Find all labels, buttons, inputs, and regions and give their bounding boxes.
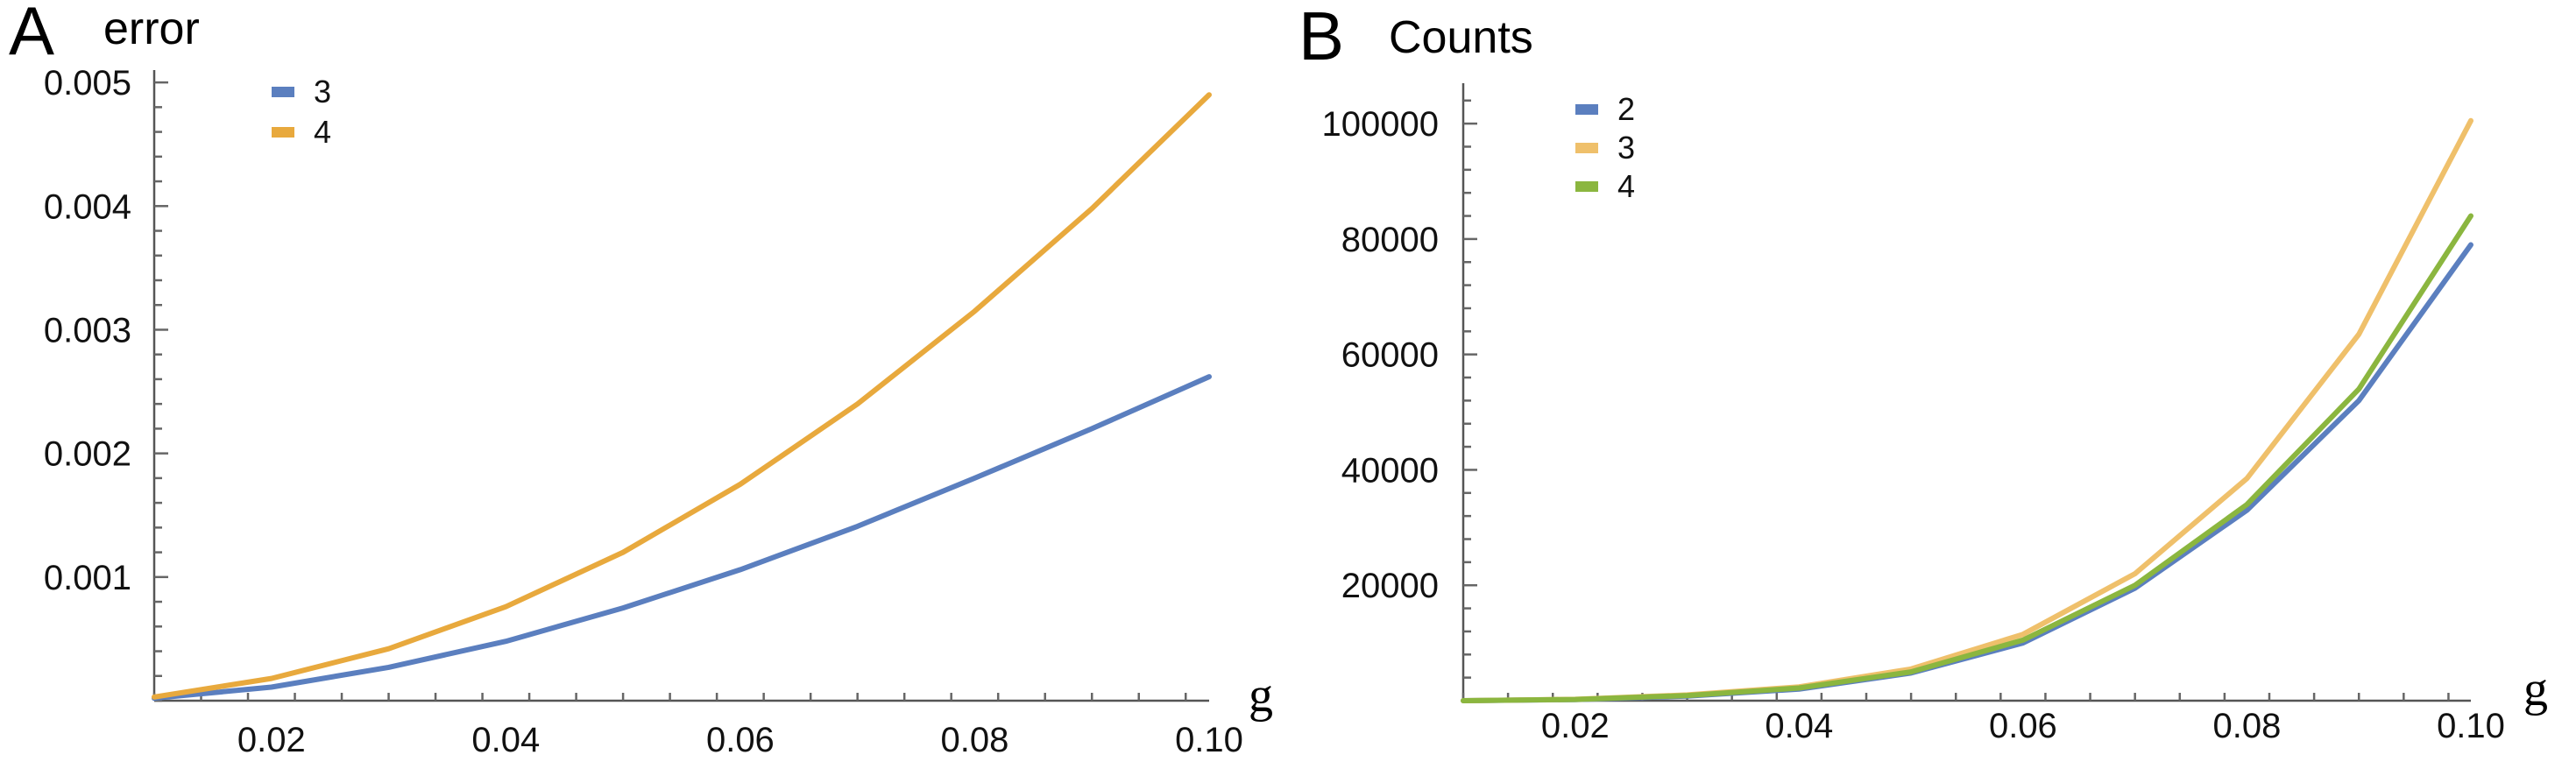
x-tick-label: 0.02	[237, 721, 306, 759]
y-tick-label: 20000	[1341, 567, 1439, 605]
y-tick-label: 80000	[1341, 221, 1439, 259]
legend-swatch-3	[1575, 143, 1598, 153]
panel-b-title: Counts	[1389, 12, 1533, 63]
y-tick-label: 0.004	[44, 187, 131, 226]
x-tick-label: 0.06	[1989, 707, 2057, 745]
y-tick-label: 0.003	[44, 311, 131, 349]
x-tick-label: 0.04	[471, 721, 540, 759]
legend-label-4: 4	[1617, 168, 1635, 204]
x-tick-label: 0.10	[2437, 707, 2505, 745]
panel-b-x-ticks: 0.02 0.04 0.06 0.08 0.10	[1461, 693, 2505, 745]
series-line-2	[1461, 242, 2473, 703]
y-tick-label: 0.002	[44, 435, 131, 474]
panel-a-title: error	[103, 4, 200, 54]
y-tick-label: 60000	[1341, 336, 1439, 375]
series-line-4	[152, 92, 1212, 700]
x-tick-label: 0.08	[2213, 707, 2282, 745]
y-tick-label: 0.001	[44, 559, 131, 597]
legend-label-4: 4	[314, 114, 331, 150]
legend-label-3: 3	[314, 74, 331, 109]
series-line-4	[1461, 213, 2473, 703]
panel-b-series	[1461, 117, 2473, 703]
x-tick-label: 0.04	[1765, 707, 1833, 745]
panel-a-legend: 34	[272, 74, 331, 150]
panel-b: B Counts 0.02 0.04 0.06 0.08 0.10 20000 40000…	[1299, 0, 2548, 745]
panel-a-y-ticks: 0.001 0.002 0.003 0.004 0.005	[44, 64, 168, 702]
y-tick-label: 0.005	[44, 64, 131, 102]
x-tick-label: 0.10	[1175, 721, 1243, 759]
panel-b-letter: B	[1299, 0, 1344, 74]
legend-swatch-4	[272, 127, 294, 138]
legend-swatch-2	[1575, 104, 1598, 115]
panel-b-legend: 234	[1575, 91, 1635, 204]
y-tick-label: 40000	[1341, 451, 1439, 490]
panel-b-y-ticks: 20000 40000 60000 80000 100000	[1322, 99, 1477, 702]
series-line-3	[1461, 117, 2473, 703]
legend-swatch-4	[1575, 181, 1598, 192]
x-tick-label: 0.02	[1541, 707, 1610, 745]
x-tick-label: 0.06	[706, 721, 775, 759]
panel-a-letter: A	[9, 0, 54, 69]
panel-a-x-ticks: 0.02 0.04 0.06 0.08 0.10	[152, 693, 1243, 759]
y-tick-label: 100000	[1322, 105, 1439, 144]
panel-b-x-label: g	[2523, 662, 2548, 716]
legend-label-2: 2	[1617, 91, 1635, 127]
legend-label-3: 3	[1617, 130, 1635, 166]
panel-a-series	[152, 92, 1212, 702]
panel-a: A error 0.02 0.04 0.06 0.08 0.10 0.0010.0020…	[9, 0, 1273, 759]
panel-a-x-label: g	[1249, 668, 1273, 723]
x-tick-label: 0.08	[941, 721, 1009, 759]
series-line-3	[152, 374, 1212, 702]
legend-swatch-3	[272, 87, 294, 97]
